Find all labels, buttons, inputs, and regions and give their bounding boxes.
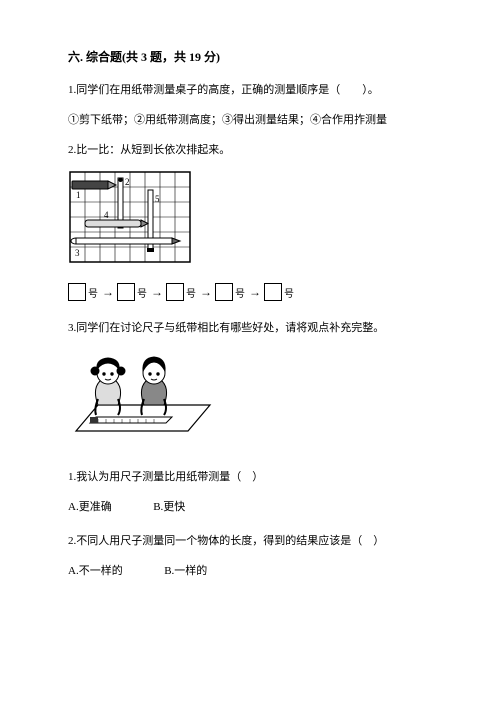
answer-box-5[interactable] <box>264 283 282 301</box>
hao-label: 号 <box>137 285 147 300</box>
svg-text:4: 4 <box>104 210 109 220</box>
hao-label: 号 <box>284 285 294 300</box>
answer-box-4[interactable] <box>215 283 233 301</box>
answer-box-3[interactable] <box>166 283 184 301</box>
svg-text:5: 5 <box>155 194 160 204</box>
q3-text: 3.同学们在讨论尺子与纸带相比有哪些好处，请将观点补充完整。 <box>68 319 432 339</box>
q3-sub2-options: A.不一样的 B.一样的 <box>68 562 432 578</box>
answer-box-2[interactable] <box>117 283 135 301</box>
q3-sub2-text: 2.不同人用尺子测量同一个物体的长度，得到的结果应该是（ ） <box>68 532 432 548</box>
q2-answer-row: 号 → 号 → 号 → 号 → 号 <box>68 283 432 301</box>
q3-sub1-optB[interactable]: B.更快 <box>153 501 185 513</box>
hao-label: 号 <box>88 285 98 300</box>
worksheet-page: 六. 综合题(共 3 题，共 19 分) 1.同学们在用纸带测量桌子的高度，正确… <box>0 0 500 616</box>
svg-text:2: 2 <box>125 177 130 187</box>
q3-kids-figure <box>68 349 432 454</box>
q3-sub2-optA[interactable]: A.不一样的 <box>68 565 123 577</box>
q3-sub1-options: A.更准确 B.更快 <box>68 498 432 514</box>
arrow-icon: → <box>151 285 163 300</box>
arrow-icon: → <box>249 285 261 300</box>
arrow-icon: → <box>102 285 114 300</box>
q3-sub1-optA[interactable]: A.更准确 <box>68 501 112 513</box>
section-title: 六. 综合题(共 3 题，共 19 分) <box>68 48 432 65</box>
svg-text:1: 1 <box>76 190 81 200</box>
arrow-icon: → <box>200 285 212 300</box>
svg-text:3: 3 <box>75 248 80 258</box>
hao-label: 号 <box>235 285 245 300</box>
q3-sub2-optB[interactable]: B.一样的 <box>164 565 207 577</box>
q1-choices: ①剪下纸带；②用纸带测高度；③得出测量结果；④合作用拃测量 <box>68 111 432 131</box>
hao-label: 号 <box>186 285 196 300</box>
q1-text: 1.同学们在用纸带测量桌子的高度，正确的测量顺序是（ ）。 <box>68 81 432 101</box>
q2-text: 2.比一比：从短到长依次排起来。 <box>68 141 432 161</box>
answer-box-1[interactable] <box>68 283 86 301</box>
q3-sub1-text: 1.我认为用尺子测量比用纸带测量（ ） <box>68 468 432 484</box>
q2-grid-figure: 1 2 5 4 <box>68 170 432 277</box>
